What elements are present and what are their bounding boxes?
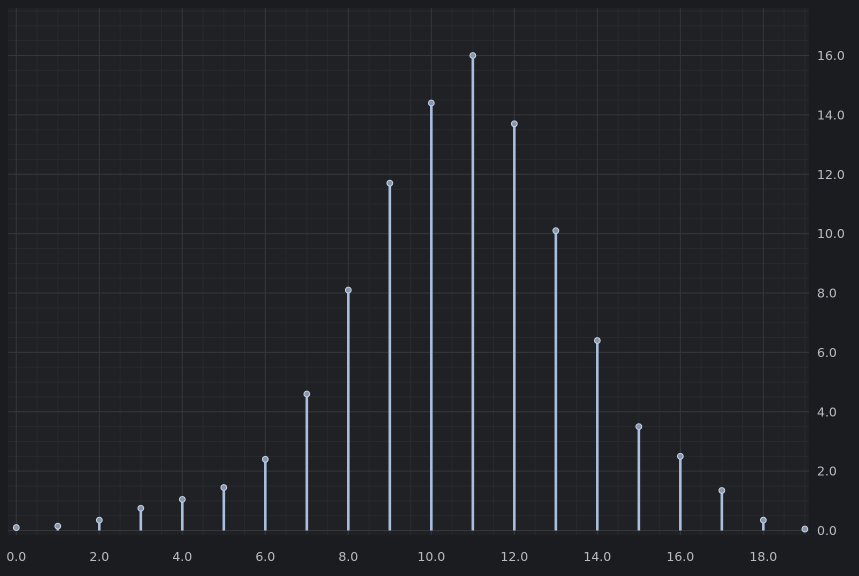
y-tick-label: 10.0 [817,226,845,241]
x-tick-label: 14.0 [583,549,611,564]
stem-marker [178,495,186,503]
x-tick-label: 8.0 [338,549,358,564]
y-tick-label: 14.0 [817,107,845,122]
y-tick-label: 2.0 [817,464,837,479]
stem-marker [510,120,518,128]
stem-marker [220,484,228,491]
y-tick-label: 12.0 [817,167,845,182]
stem-marker [303,390,311,398]
x-tick-label: 10.0 [417,549,445,564]
stem-marker [552,227,560,235]
data-markers [12,52,809,533]
x-tick-label: 6.0 [255,549,275,564]
y-axis-tick-labels: 0.0 2.0 4.0 6.0 8.0 10.0 12.0 14.0 16.0 [817,48,845,538]
stem-marker [427,99,435,107]
stem-marker [593,337,601,344]
y-tick-label: 0.0 [817,523,837,538]
data-stems [15,55,807,531]
stem-marker [95,516,103,524]
y-tick-label: 8.0 [817,286,837,301]
plot-area [8,8,809,535]
stem-marker [676,452,684,460]
x-tick-label: 4.0 [172,549,192,564]
x-tick-label: 16.0 [666,549,694,564]
stem-marker [261,455,269,463]
stem-marker [344,286,352,294]
stem-marker [12,524,20,531]
stem-marker [801,525,809,533]
stem-marker [469,52,477,59]
y-tick-label: 6.0 [817,345,837,360]
x-axis-tick-labels: 0.0 2.0 4.0 6.0 8.0 10.0 12.0 14.0 16.0 18.0 [6,549,777,564]
y-tick-label: 4.0 [817,404,837,419]
y-tick-label: 16.0 [817,48,845,63]
stem-marker [137,504,145,512]
stem-marker [386,179,394,187]
x-tick-label: 2.0 [89,549,109,564]
stem-marker [759,516,767,524]
stem-marker [718,487,726,494]
x-tick-label: 0.0 [6,549,26,564]
x-tick-label: 12.0 [500,549,528,564]
stem-marker [635,423,643,431]
stem-marker [54,522,62,530]
x-tick-label: 18.0 [749,549,777,564]
